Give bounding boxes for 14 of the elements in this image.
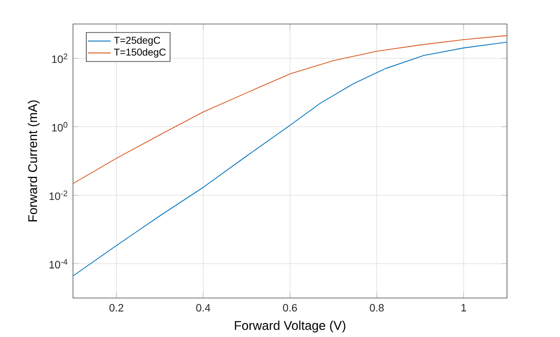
line-series (73, 35, 508, 184)
y-tick-label: 10$^{-4}$ (50, 259, 68, 268)
y-tick-label: 10$^{0}$ (52, 122, 68, 132)
x-tick-label: 1 (461, 304, 466, 312)
legend-label: T=150degC (114, 48, 166, 58)
y-tick-label: 10$^{-2}$ (50, 190, 68, 200)
y-tick-label: 10$^{2}$ (52, 54, 68, 63)
x-tick-label: 0.6 (283, 304, 297, 312)
x-tick-label: 0.8 (370, 304, 384, 312)
legend-label: T=25degC (114, 36, 160, 46)
x-tick-label: 0.2 (109, 304, 124, 312)
x-tick-label: 0.4 (196, 304, 210, 312)
x-axis-title: Forward Voltage (V) (234, 320, 346, 332)
y-axis-title: Forward Current (mA) (28, 100, 40, 222)
